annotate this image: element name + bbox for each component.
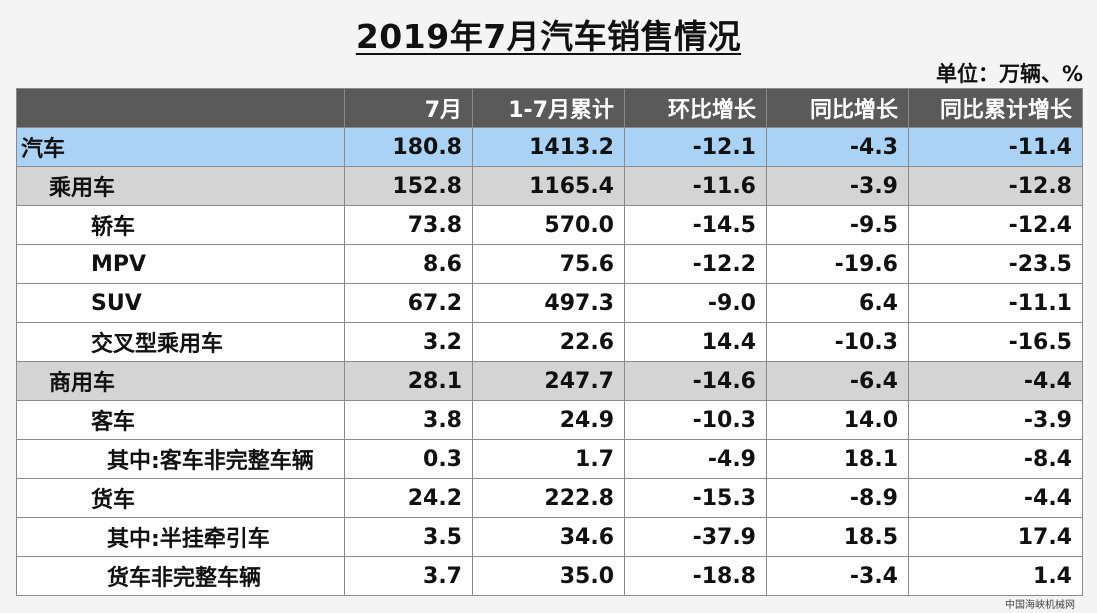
table-row: 商用车 28.1 247.7 -14.6 -6.4 -4.4 [16, 361, 1083, 401]
table-cell: 8.6 [344, 244, 473, 284]
table-cell: 24.9 [472, 400, 625, 440]
sales-table: 7月 1-7月累计 环比增长 同比增长 同比累计增长 汽车 180.8 1413.2… [16, 88, 1083, 596]
column-header: 同比累计增长 [908, 88, 1083, 128]
row-label: 货车非完整车辆 [16, 556, 345, 596]
watermark-text: 中国海峡机械网 [1005, 600, 1075, 611]
table-cell: 73.8 [344, 205, 473, 245]
table-cell: 3.7 [344, 556, 473, 596]
table-cell: 75.6 [472, 244, 625, 284]
table-row: 乘用车 152.8 1165.4 -11.6 -3.9 -12.8 [16, 166, 1083, 206]
title-text: 2019年7月汽车销售情况 [355, 17, 742, 56]
table-header-row: 7月 1-7月累计 环比增长 同比增长 同比累计增长 [16, 88, 1083, 128]
table-cell: 24.2 [344, 478, 473, 518]
table-cell: -3.9 [766, 166, 909, 206]
table-cell: -14.6 [624, 361, 767, 401]
table-cell: -12.1 [624, 127, 767, 167]
table-cell: -10.3 [766, 322, 909, 362]
column-header: 1-7月累计 [472, 88, 625, 128]
table-cell: 34.6 [472, 517, 625, 557]
table-cell: 1413.2 [472, 127, 625, 167]
table-cell: -19.6 [766, 244, 909, 284]
table-cell: -23.5 [908, 244, 1083, 284]
table-cell: -8.9 [766, 478, 909, 518]
table-row: 货车非完整车辆 3.7 35.0 -18.8 -3.4 1.4 [16, 556, 1083, 596]
column-header: 7月 [344, 88, 473, 128]
table-cell: 14.0 [766, 400, 909, 440]
table-cell: -4.3 [766, 127, 909, 167]
table-cell: -11.4 [908, 127, 1083, 167]
table-row: SUV 67.2 497.3 -9.0 6.4 -11.1 [16, 283, 1083, 323]
table-cell: 18.1 [766, 439, 909, 479]
column-header: 同比增长 [766, 88, 909, 128]
table-cell: 497.3 [472, 283, 625, 323]
table-row: 客车 3.8 24.9 -10.3 14.0 -3.9 [16, 400, 1083, 440]
table-row: 其中:客车非完整车辆 0.3 1.7 -4.9 18.1 -8.4 [16, 439, 1083, 479]
table-row: 货车 24.2 222.8 -15.3 -8.9 -4.4 [16, 478, 1083, 518]
table-cell: 3.8 [344, 400, 473, 440]
table-cell: -12.8 [908, 166, 1083, 206]
row-label: SUV [16, 283, 345, 323]
table-cell: -11.1 [908, 283, 1083, 323]
table-cell: 17.4 [908, 517, 1083, 557]
table-cell: 0.3 [344, 439, 473, 479]
table-cell: 570.0 [472, 205, 625, 245]
column-header [16, 88, 345, 128]
row-label: 货车 [16, 478, 345, 518]
table-row: 交叉型乘用车 3.2 22.6 14.4 -10.3 -16.5 [16, 322, 1083, 362]
row-label: 商用车 [16, 361, 345, 401]
page-title: 2019年7月汽车销售情况 [0, 10, 1097, 58]
table-body: 汽车 180.8 1413.2 -12.1 -4.3 -11.4 乘用车 152.8 1165.… [16, 127, 1083, 596]
table-cell: 28.1 [344, 361, 473, 401]
table-cell: -6.4 [766, 361, 909, 401]
table-cell: -4.9 [624, 439, 767, 479]
row-label: 汽车 [16, 127, 345, 167]
table-cell: -9.0 [624, 283, 767, 323]
table-cell: 3.5 [344, 517, 473, 557]
table-cell: 1165.4 [472, 166, 625, 206]
table-row: 其中:半挂牵引车 3.5 34.6 -37.9 18.5 17.4 [16, 517, 1083, 557]
table-cell: 22.6 [472, 322, 625, 362]
row-label: 轿车 [16, 205, 345, 245]
column-header: 环比增长 [624, 88, 767, 128]
table-cell: -4.4 [908, 478, 1083, 518]
table-cell: 222.8 [472, 478, 625, 518]
table-cell: -4.4 [908, 361, 1083, 401]
table-cell: -9.5 [766, 205, 909, 245]
table-cell: -8.4 [908, 439, 1083, 479]
row-label: 其中:客车非完整车辆 [16, 439, 345, 479]
row-label: MPV [16, 244, 345, 284]
table-row: 汽车 180.8 1413.2 -12.1 -4.3 -11.4 [16, 127, 1083, 167]
table-cell: 152.8 [344, 166, 473, 206]
table-cell: -10.3 [624, 400, 767, 440]
table-cell: 14.4 [624, 322, 767, 362]
table-cell: 247.7 [472, 361, 625, 401]
table-cell: 6.4 [766, 283, 909, 323]
table-cell: 35.0 [472, 556, 625, 596]
table-cell: -14.5 [624, 205, 767, 245]
row-label: 客车 [16, 400, 345, 440]
table-cell: -3.9 [908, 400, 1083, 440]
table-row: MPV 8.6 75.6 -12.2 -19.6 -23.5 [16, 244, 1083, 284]
unit-label: 单位：万辆、% [935, 62, 1083, 86]
table-cell: -12.2 [624, 244, 767, 284]
row-label: 交叉型乘用车 [16, 322, 345, 362]
table-cell: -3.4 [766, 556, 909, 596]
table-cell: 18.5 [766, 517, 909, 557]
table-cell: -37.9 [624, 517, 767, 557]
table-cell: 67.2 [344, 283, 473, 323]
row-label: 乘用车 [16, 166, 345, 206]
table-row: 轿车 73.8 570.0 -14.5 -9.5 -12.4 [16, 205, 1083, 245]
table-cell: 1.4 [908, 556, 1083, 596]
table-cell: 1.7 [472, 439, 625, 479]
table-cell: -11.6 [624, 166, 767, 206]
table-cell: 3.2 [344, 322, 473, 362]
table-cell: -18.8 [624, 556, 767, 596]
table-cell: -16.5 [908, 322, 1083, 362]
table-cell: -15.3 [624, 478, 767, 518]
row-label: 其中:半挂牵引车 [16, 517, 345, 557]
table-cell: -12.4 [908, 205, 1083, 245]
table-cell: 180.8 [344, 127, 473, 167]
